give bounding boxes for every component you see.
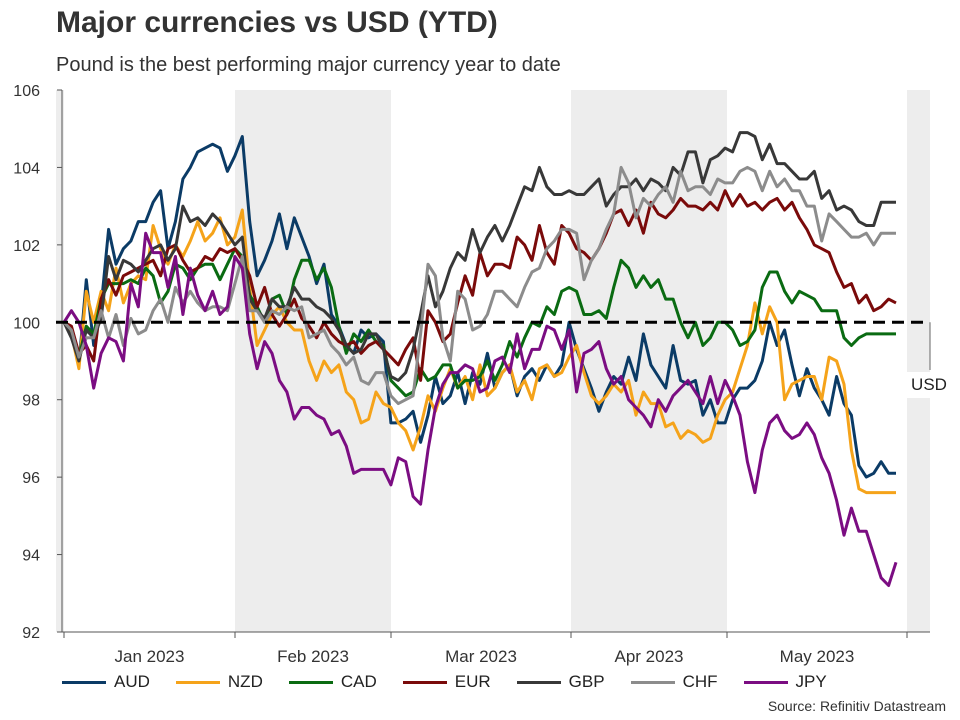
usd-reference-label: USD — [900, 372, 958, 398]
legend-swatch — [62, 680, 106, 684]
legend-swatch — [288, 680, 333, 684]
series-line-gbp — [62, 131, 896, 382]
y-tick-label: 102 — [13, 238, 40, 255]
y-tick-label: 92 — [22, 625, 40, 642]
chart-subtitle: Pound is the best performing major curre… — [56, 54, 561, 76]
y-tick-label: 94 — [22, 548, 40, 565]
legend-swatch — [743, 680, 788, 684]
source-note: Source: Refinitiv Datastream — [767, 698, 946, 714]
y-tick-label: 106 — [13, 83, 40, 100]
legend-label: EUR — [454, 672, 491, 691]
y-tick-label: 104 — [13, 160, 40, 177]
legend-label: NZD — [227, 672, 263, 691]
legend-item-gbp: GBP — [516, 672, 605, 692]
legend-label: JPY — [795, 672, 827, 691]
y-tick-label: 100 — [13, 315, 40, 332]
legend-item-eur: EUR — [402, 672, 491, 692]
legend-swatch — [516, 680, 561, 684]
x-tick-label: Jan 2023 — [115, 647, 185, 666]
series-line-jpy — [62, 231, 898, 587]
legend-item-aud: AUD — [62, 672, 150, 692]
legend-label: CAD — [340, 672, 377, 691]
legend-swatch — [175, 680, 220, 684]
legend: AUD NZD CAD EUR GBP CHF JPY — [62, 672, 853, 692]
legend-swatch — [402, 680, 447, 684]
legend-label: AUD — [114, 672, 150, 691]
y-tick-label: 98 — [22, 393, 40, 410]
series-line-cad — [62, 247, 896, 398]
legend-swatch — [630, 680, 675, 684]
month-shade-band — [56, 90, 64, 632]
series-line-aud — [62, 135, 896, 479]
month-shade-band — [907, 90, 930, 632]
legend-item-cad: CAD — [288, 672, 377, 692]
x-tick-label: May 2023 — [780, 647, 855, 666]
chart-title: Major currencies vs USD (YTD) — [56, 6, 498, 39]
legend-label: GBP — [568, 672, 605, 691]
legend-label: CHF — [682, 672, 718, 691]
legend-item-nzd: NZD — [175, 672, 263, 692]
x-tick-label: Mar 2023 — [445, 647, 517, 666]
y-tick-label: 96 — [22, 470, 40, 487]
legend-item-jpy: JPY — [743, 672, 827, 692]
x-tick-label: Feb 2023 — [277, 647, 349, 666]
x-tick-label: Apr 2023 — [615, 647, 684, 666]
legend-item-chf: CHF — [630, 672, 718, 692]
month-shade-band — [235, 90, 391, 632]
